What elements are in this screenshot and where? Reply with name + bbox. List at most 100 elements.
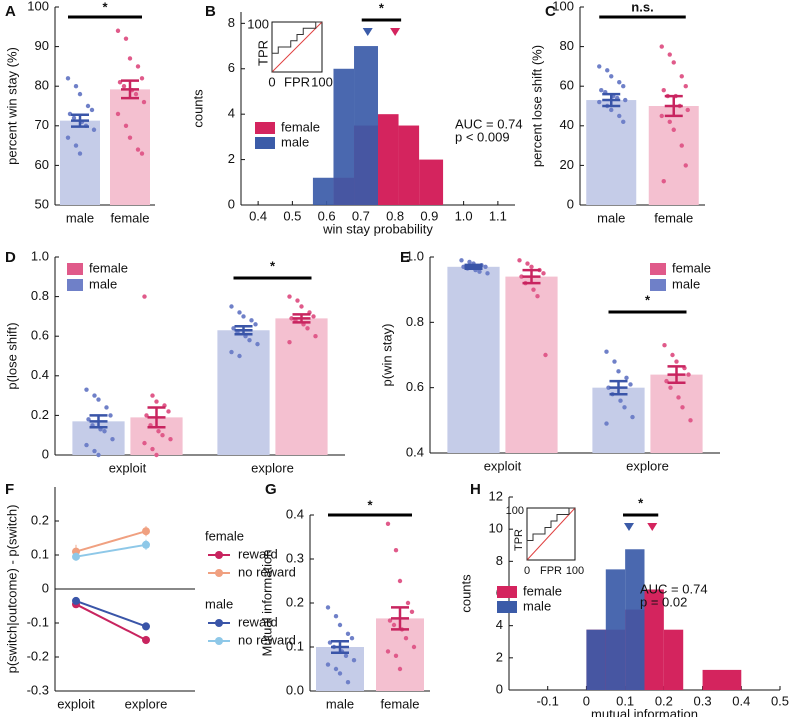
data-point <box>659 44 664 49</box>
x-tick-label: 0.5 <box>771 693 789 708</box>
histogram-bar <box>605 569 626 690</box>
y-tick-label: 0.1 <box>286 638 304 653</box>
data-point <box>85 103 91 109</box>
data-point <box>325 605 331 610</box>
panel-label: D <box>5 249 16 266</box>
y-tick-label: 60 <box>560 78 574 93</box>
y-tick-label: -0.3 <box>27 682 49 697</box>
legend-swatch <box>497 586 517 598</box>
data-point <box>630 414 635 420</box>
data-point <box>349 636 355 641</box>
data-point <box>345 631 351 636</box>
mean-marker <box>647 523 658 531</box>
bar <box>110 89 150 205</box>
data-point <box>621 119 626 125</box>
data-point <box>686 372 691 377</box>
legend-title: male <box>205 596 233 611</box>
data-point <box>123 36 129 41</box>
data-point <box>529 264 534 269</box>
data-point <box>115 111 121 117</box>
y-axis-title: p(switch|outcome) - p(switch) <box>4 505 19 674</box>
inset-diagonal <box>271 21 323 73</box>
y-tick-label: 0.8 <box>406 314 424 329</box>
mean-marker <box>390 28 401 36</box>
data-point <box>676 395 681 400</box>
data-point <box>671 60 676 65</box>
y-axis-title: p(win stay) <box>379 324 394 387</box>
data-point <box>597 64 602 69</box>
x-tick-label: 0.3 <box>694 693 712 708</box>
data-point <box>142 440 147 446</box>
bar <box>648 106 699 205</box>
data-point <box>237 310 242 315</box>
data-point <box>313 334 318 339</box>
legend-swatch <box>650 263 666 275</box>
bar <box>60 120 100 205</box>
data-point <box>77 151 83 156</box>
data-point <box>670 352 675 358</box>
y-tick-label: 20 <box>560 157 574 172</box>
inset-x-tick-label: 100 <box>311 74 333 89</box>
y-tick-label: 0.3 <box>286 550 304 565</box>
y-tick-label: 0 <box>228 196 235 211</box>
data-point <box>668 385 673 390</box>
data-point <box>667 52 672 57</box>
data-point <box>391 622 397 628</box>
series-line <box>75 530 147 553</box>
y-tick-label: 4 <box>228 106 235 121</box>
x-tick-label: exploit <box>57 696 95 711</box>
data-point <box>679 74 684 79</box>
y-tick-label: 0 <box>42 446 49 461</box>
data-point <box>73 84 79 89</box>
data-point <box>139 151 145 156</box>
data-point <box>295 298 300 303</box>
y-tick-label: 60 <box>35 157 49 172</box>
data-point <box>485 271 490 276</box>
data-point <box>628 382 633 387</box>
y-axis-title: counts <box>458 574 473 613</box>
x-tick-label: 0.2 <box>655 693 673 708</box>
inset-x-title: FPR <box>540 565 562 577</box>
data-point <box>121 84 127 89</box>
histogram-bar <box>663 629 684 690</box>
data-point <box>605 68 610 73</box>
data-point <box>661 179 666 184</box>
data-point <box>108 413 113 418</box>
data-point <box>385 521 391 526</box>
y-tick-label: 100 <box>27 0 49 13</box>
legend-swatch <box>67 263 83 275</box>
data-point <box>467 259 472 265</box>
data-point <box>253 322 258 327</box>
data-point <box>135 147 141 152</box>
inset-x-tick-label: 100 <box>566 565 584 577</box>
x-tick-label: 0.6 <box>318 208 336 223</box>
y-tick-label: 8 <box>496 553 503 568</box>
data-point <box>305 326 310 331</box>
x-tick-label: 1.1 <box>489 208 507 223</box>
y-tick-label: 80 <box>560 38 574 53</box>
data-point <box>477 269 482 274</box>
legend-label: female <box>672 260 711 275</box>
histogram-bar <box>625 549 645 690</box>
data-point <box>525 261 530 266</box>
data-point <box>123 123 129 128</box>
data-point <box>483 264 488 269</box>
data-point <box>139 76 145 81</box>
x-tick-label: female <box>380 696 419 711</box>
series-marker <box>142 622 150 631</box>
y-tick-label: 0.8 <box>31 288 49 303</box>
inset-x-tick-label: 0 <box>524 565 530 577</box>
inset-diagonal <box>526 507 576 561</box>
data-point <box>604 421 609 426</box>
data-point <box>397 666 403 672</box>
data-point <box>599 87 604 93</box>
y-tick-label: 0.6 <box>31 328 49 343</box>
data-point <box>659 113 664 119</box>
bar <box>505 276 558 453</box>
data-point <box>622 405 627 410</box>
data-point <box>91 127 97 132</box>
x-tick-label: 0.1 <box>616 693 634 708</box>
panel-label: B <box>205 3 216 20</box>
y-tick-label: 0.2 <box>31 512 49 527</box>
